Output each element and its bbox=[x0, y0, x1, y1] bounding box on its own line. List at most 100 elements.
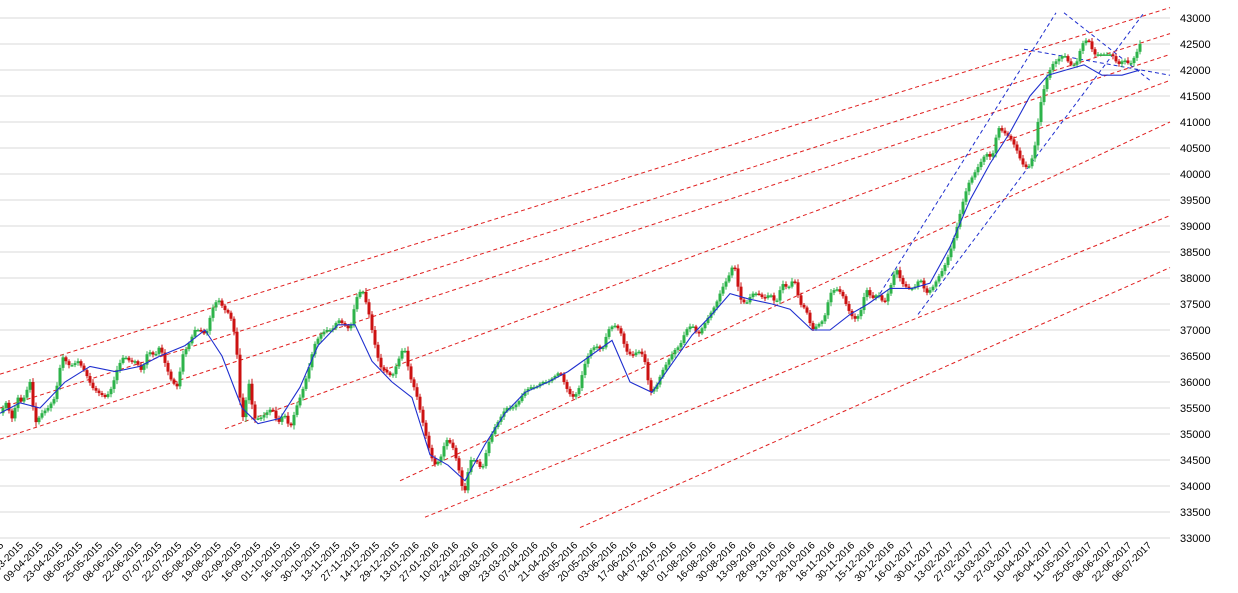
candle-body bbox=[148, 352, 152, 355]
candle-body bbox=[127, 357, 131, 361]
candle-body bbox=[67, 361, 71, 366]
candle-body bbox=[1084, 40, 1088, 44]
y-tick-label: 36500 bbox=[1180, 351, 1211, 363]
candle-body bbox=[853, 316, 857, 319]
candle-body bbox=[970, 177, 974, 183]
candle-body bbox=[250, 383, 254, 405]
candle-body bbox=[382, 367, 386, 370]
candle-body bbox=[82, 365, 86, 371]
red-trend-line bbox=[224, 79, 1171, 430]
candle-body bbox=[142, 364, 146, 370]
candle-body bbox=[211, 307, 215, 318]
candle-body bbox=[1012, 139, 1016, 145]
candle-body bbox=[487, 441, 491, 454]
candle-body bbox=[100, 393, 104, 395]
y-tick-label: 42000 bbox=[1180, 65, 1211, 77]
candle-body bbox=[304, 378, 308, 389]
candle-body bbox=[472, 460, 476, 462]
y-tick-label: 39000 bbox=[1180, 221, 1211, 233]
candle-body bbox=[751, 293, 755, 298]
candle-body bbox=[169, 371, 173, 380]
candle-body bbox=[1042, 89, 1046, 103]
y-tick-label: 40500 bbox=[1180, 143, 1211, 155]
candle-body bbox=[952, 238, 956, 249]
candle-body bbox=[1054, 61, 1058, 64]
candle-body bbox=[1036, 122, 1040, 146]
candle-body bbox=[562, 374, 566, 382]
candle-body bbox=[826, 302, 830, 316]
candle-body bbox=[238, 354, 242, 398]
candle-body bbox=[601, 347, 605, 350]
candle-body bbox=[433, 458, 437, 465]
gridlines bbox=[0, 17, 1170, 539]
y-tick-label: 34000 bbox=[1180, 481, 1211, 493]
candle-body bbox=[274, 410, 278, 419]
candle-body bbox=[37, 417, 41, 423]
candle-body bbox=[559, 373, 563, 375]
candle-body bbox=[997, 128, 1001, 138]
candle-body bbox=[280, 416, 284, 422]
y-tick-label: 41000 bbox=[1180, 117, 1211, 129]
blue-trend-lines bbox=[879, 12, 1171, 315]
candle-body bbox=[553, 375, 557, 379]
candle-body bbox=[1000, 128, 1004, 131]
candle-body bbox=[1045, 77, 1049, 90]
candle-body bbox=[58, 367, 62, 386]
candle-body bbox=[880, 295, 884, 301]
candle-body bbox=[985, 154, 989, 157]
candle-body bbox=[976, 167, 980, 173]
candle-body bbox=[19, 397, 23, 402]
candle-body bbox=[76, 361, 80, 364]
red-trend-lines bbox=[0, 7, 1171, 529]
candle-body bbox=[466, 472, 470, 491]
candle-body bbox=[628, 351, 632, 355]
candle-body bbox=[1135, 51, 1139, 58]
candle-body bbox=[871, 295, 875, 298]
candle-body bbox=[442, 446, 446, 457]
candle-body bbox=[955, 226, 959, 239]
candle-body bbox=[418, 396, 422, 410]
candle-body bbox=[322, 331, 326, 335]
candle-body bbox=[841, 291, 845, 297]
candle-body bbox=[670, 354, 674, 360]
candle-body bbox=[796, 282, 800, 296]
candle-body bbox=[1048, 70, 1052, 78]
candle-body bbox=[802, 304, 806, 308]
candle-body bbox=[1129, 63, 1133, 65]
candle-body bbox=[220, 300, 224, 306]
candle-body bbox=[241, 397, 245, 418]
y-tick-label: 36000 bbox=[1180, 377, 1211, 389]
candle-body bbox=[373, 330, 377, 345]
candle-body bbox=[175, 383, 179, 387]
candle-body bbox=[445, 440, 449, 447]
candle-body bbox=[583, 363, 587, 376]
candle-body bbox=[436, 461, 440, 465]
candle-body bbox=[55, 385, 59, 400]
candle-body bbox=[370, 314, 374, 330]
candle-body bbox=[172, 379, 176, 384]
candle-body bbox=[1069, 61, 1073, 65]
candle-body bbox=[673, 349, 677, 355]
candle-body bbox=[430, 447, 434, 459]
candle-body bbox=[556, 373, 560, 376]
candle-body bbox=[946, 257, 950, 265]
candle-body bbox=[256, 418, 260, 420]
candle-body bbox=[727, 275, 731, 282]
candle-body bbox=[196, 330, 200, 332]
candle-body bbox=[283, 415, 287, 418]
candle-body bbox=[634, 352, 638, 356]
candle-body bbox=[478, 461, 482, 467]
candle-body bbox=[367, 302, 371, 315]
candle-body bbox=[949, 248, 953, 258]
candle-body bbox=[1126, 60, 1130, 64]
candle-body bbox=[64, 357, 68, 362]
candle-body bbox=[931, 286, 935, 291]
candle-body bbox=[490, 434, 494, 442]
red-trend-line bbox=[0, 7, 1171, 375]
y-tick-label: 33000 bbox=[1180, 533, 1211, 545]
candle-body bbox=[904, 284, 908, 287]
candle-body bbox=[586, 356, 590, 364]
candle-body bbox=[1108, 54, 1112, 56]
candle-body bbox=[811, 323, 815, 330]
candle-body bbox=[1075, 61, 1079, 65]
